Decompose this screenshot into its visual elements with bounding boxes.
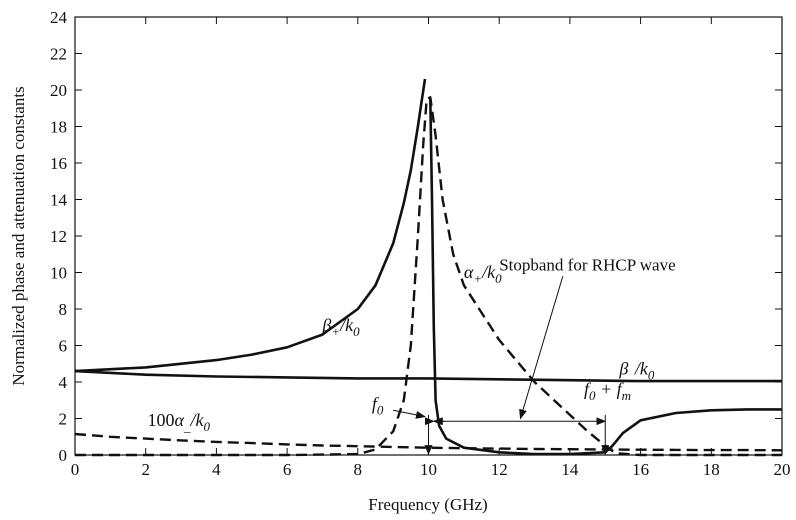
y-tick-label: 10 [50,264,67,283]
label-beta-plus: β+/k0 [321,315,360,339]
series-line-0 [74,78,427,373]
series-line-3 [75,96,782,457]
label-alpha-minus: 100α_/k0 [148,410,211,434]
series-layer [74,78,783,457]
y-axis-label: Normalized phase and attenuation constan… [9,86,28,385]
f0-pointer [393,409,426,419]
y-tick-label: 8 [59,300,68,319]
x-tick-label: 2 [141,460,150,479]
y-tick-label: 22 [50,45,67,64]
y-tick-label: 20 [50,81,67,100]
x-axis-label: Frequency (GHz) [368,495,487,514]
y-tick-label: 14 [50,191,68,210]
y-tick-label: 24 [50,8,68,27]
marker-layer [393,276,610,456]
x-tick-label: 16 [632,460,649,479]
x-tick-label: 18 [703,460,720,479]
label-alpha-plus: α+/k0 [464,262,502,286]
x-tick-label: 20 [774,460,791,479]
x-tick-label: 6 [283,460,292,479]
x-tick-label: 8 [354,460,363,479]
label-f0: f0 [372,393,384,417]
y-tick-label: 18 [50,118,67,137]
label-beta-minus: β_/k0 [618,359,654,383]
y-tick-label: 2 [59,410,68,429]
series-line-1 [429,99,782,456]
x-tick-label: 0 [71,460,80,479]
series-line-2 [74,369,782,383]
x-tick-label: 10 [420,460,437,479]
stopband-pointer [519,276,564,420]
x-tick-label: 12 [491,460,508,479]
y-tick-label: 4 [59,373,68,392]
y-tick-label: 16 [50,154,67,173]
x-tick-label: 14 [561,460,579,479]
label-f0-plus-fm: f0 + fm [584,379,631,403]
x-tick-label: 4 [212,460,221,479]
plot-frame [74,16,783,456]
label-stopband: Stopband for RHCP wave [499,256,675,275]
y-tick-label: 0 [59,446,68,465]
y-tick-label: 12 [50,227,67,246]
y-tick-label: 6 [59,337,68,356]
